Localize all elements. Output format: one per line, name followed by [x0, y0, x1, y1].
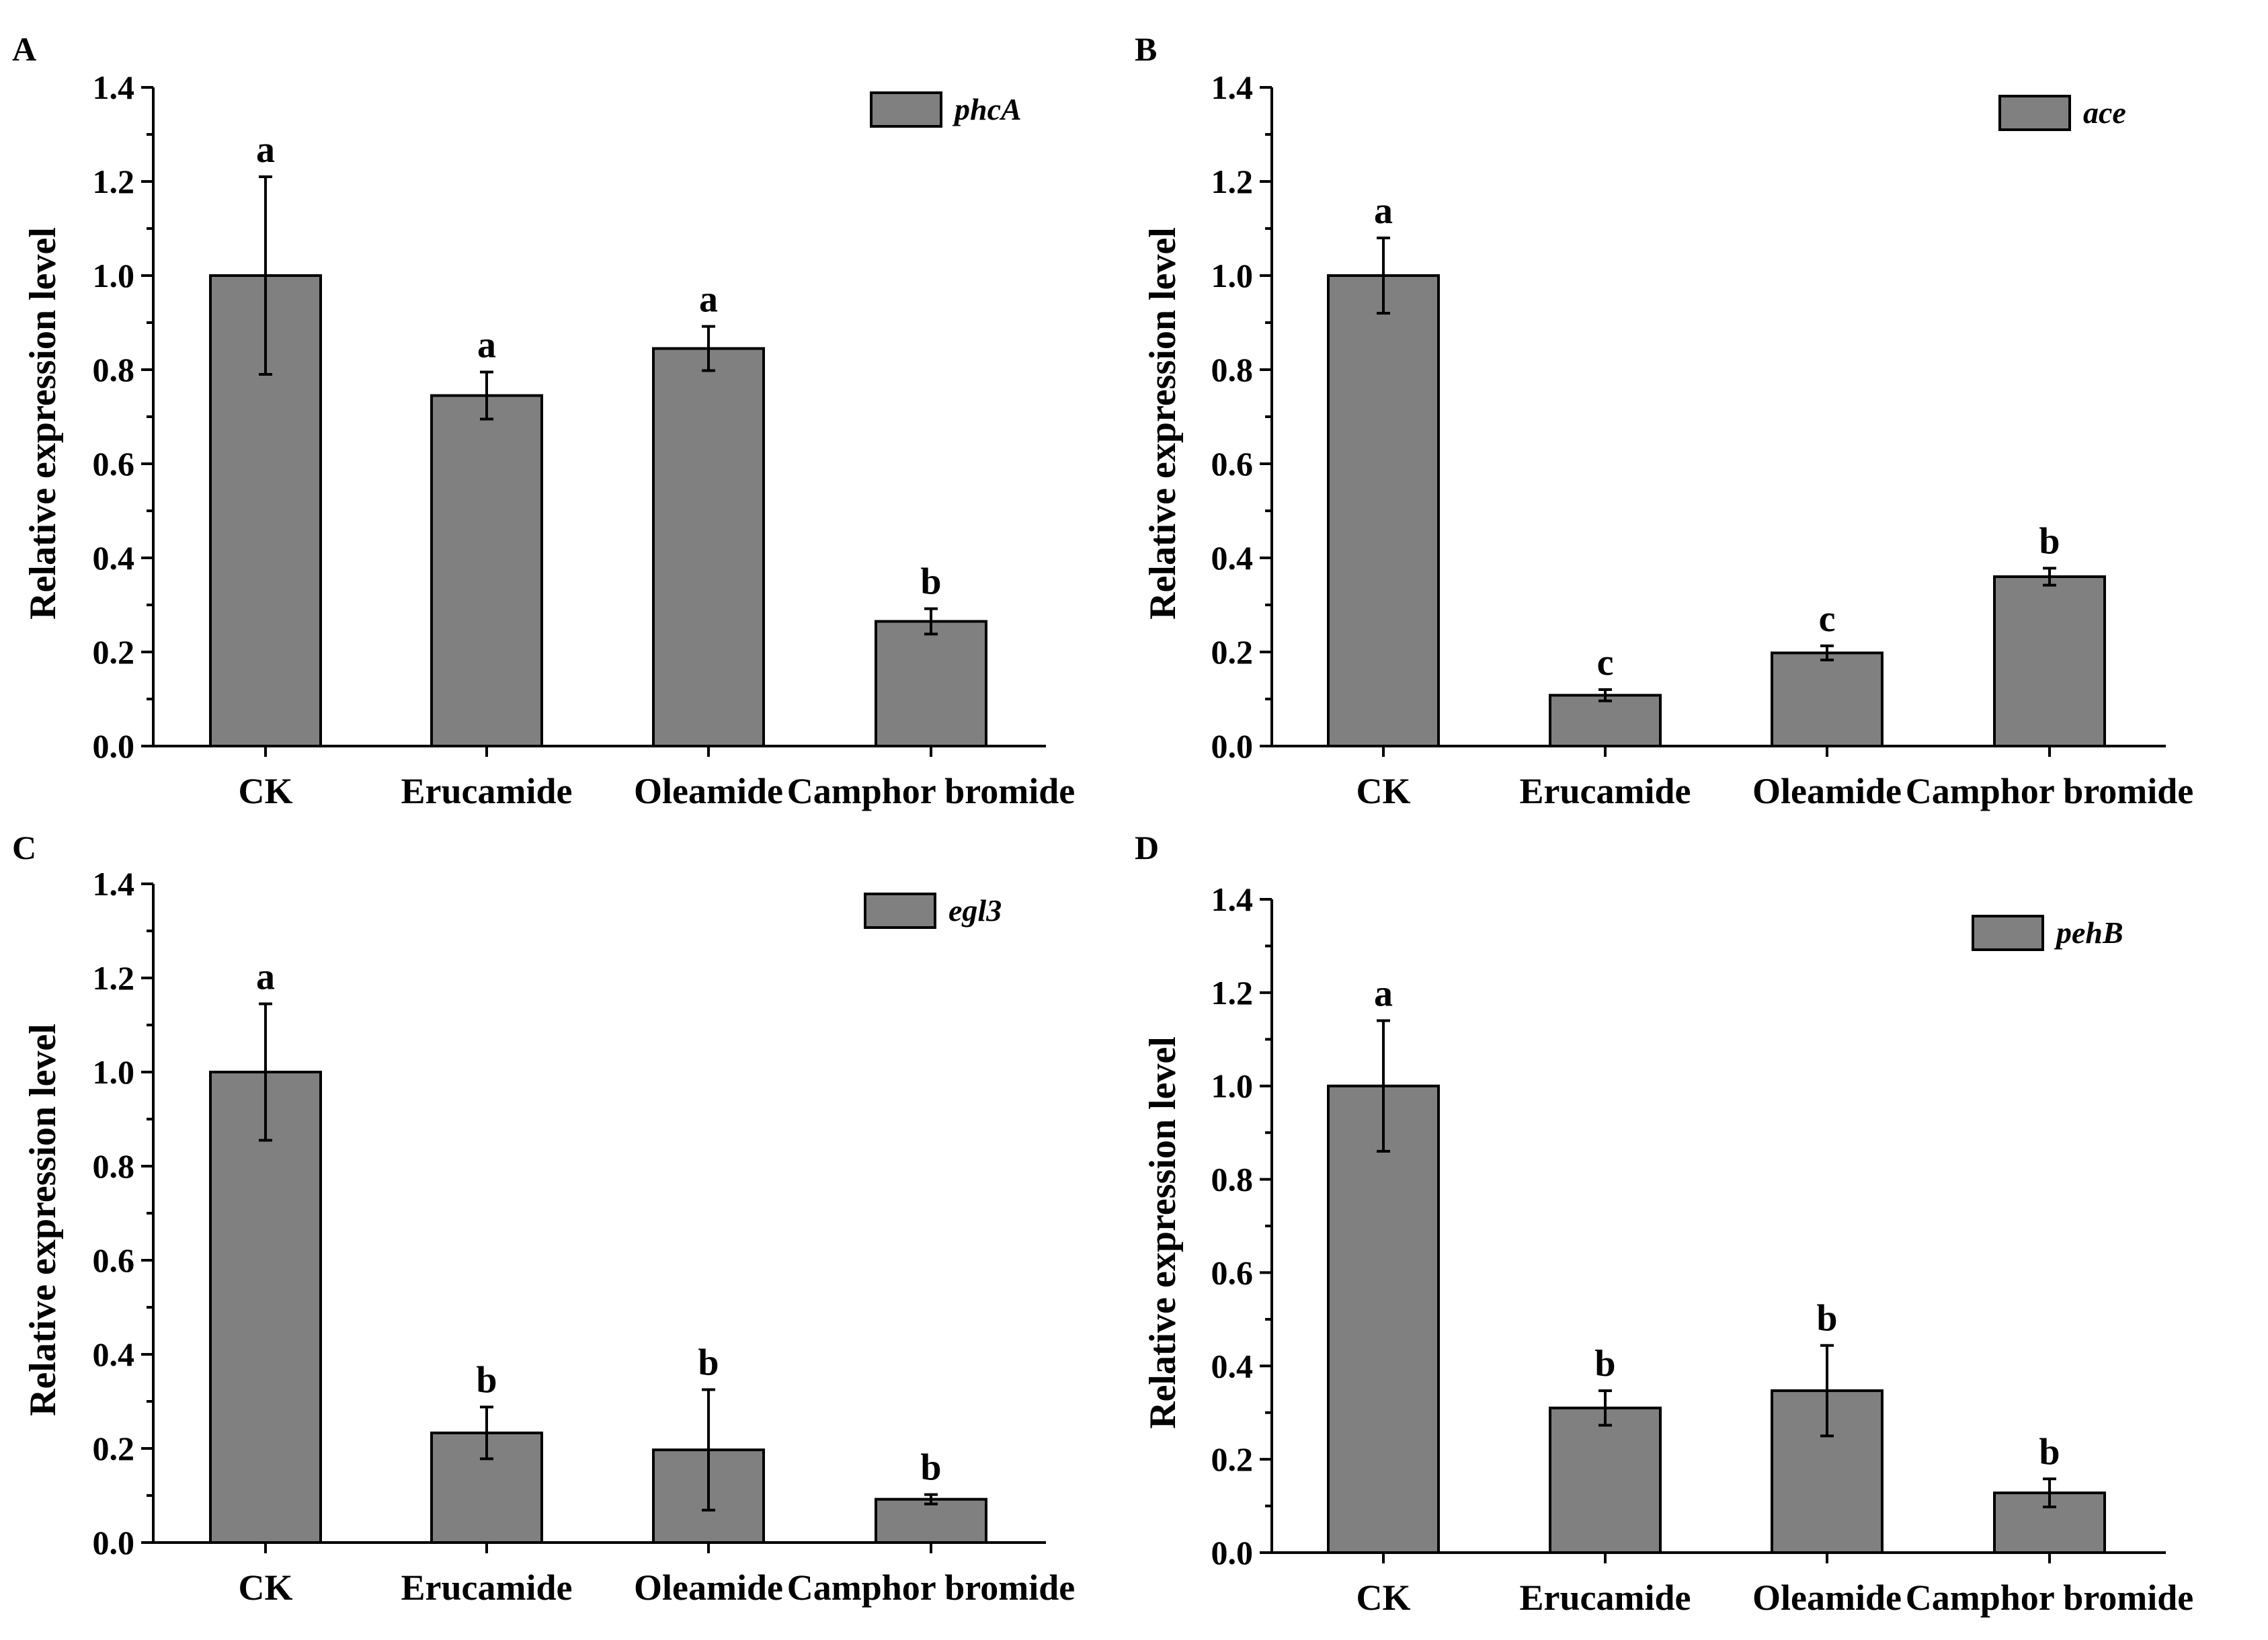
significance-label: a	[1374, 190, 1393, 232]
significance-label: b	[920, 1447, 941, 1489]
bar	[1993, 575, 2106, 747]
y-axis-label: Relative expression level	[1142, 227, 1184, 620]
y-tick-label: 1.0	[1211, 257, 1254, 294]
y-tick-label: 1.0	[1211, 1067, 1254, 1105]
y-tick-label: 0.8	[1211, 351, 1254, 388]
legend-swatch	[864, 893, 936, 929]
y-tick-label: 1.2	[1211, 163, 1254, 200]
y-tick-label: 0.8	[1211, 1161, 1254, 1198]
legend-swatch	[870, 91, 942, 128]
significance-label: b	[698, 1342, 719, 1384]
x-tick-label: CK	[239, 771, 293, 811]
x-tick-label: Erucamide	[401, 771, 573, 811]
y-tick-label: 0.4	[1211, 539, 1254, 577]
significance-label: b	[1594, 1343, 1615, 1385]
y-tick-label: 0.0	[93, 1524, 135, 1561]
y-tick-label: 1.2	[1211, 974, 1254, 1012]
legend-label: pehB	[2054, 915, 2123, 950]
significance-label: c	[1819, 598, 1836, 640]
y-tick-label: 0.4	[93, 539, 135, 577]
significance-label: b	[920, 561, 941, 603]
panel-letter: C	[12, 829, 36, 866]
y-tick-label: 1.4	[93, 865, 135, 903]
x-tick-label: Erucamide	[1520, 771, 1691, 811]
x-tick-label: Camphor bromide	[1906, 1577, 2194, 1618]
panel-letter: D	[1135, 829, 1159, 866]
y-tick-label: 0.2	[93, 633, 135, 671]
significance-label: a	[1374, 973, 1393, 1015]
significance-label: a	[477, 325, 496, 366]
legend-label: phcA	[952, 92, 1022, 126]
y-tick-label: 0.0	[93, 727, 135, 765]
bar	[1771, 651, 1884, 748]
x-tick-label: Oleamide	[634, 1567, 783, 1608]
y-tick-label: 0.4	[1211, 1347, 1254, 1385]
legend-swatch	[1972, 915, 2044, 951]
y-tick-label: 0.4	[93, 1336, 135, 1373]
x-tick-label: Erucamide	[1520, 1577, 1691, 1618]
significance-label: b	[476, 1359, 497, 1401]
y-tick-label: 0.2	[93, 1430, 135, 1467]
significance-label: b	[2039, 520, 2060, 562]
y-tick-label: 0.6	[93, 445, 135, 483]
y-tick-label: 0.2	[1211, 1440, 1254, 1478]
y-tick-label: 0.0	[1211, 1534, 1254, 1571]
chart-panel-b: B 0.0 0.2 0.4 0.6 0.8 1.0 1.2 1.4 Relative expres…	[1135, 30, 2193, 811]
legend-label: egl3	[948, 893, 1002, 928]
significance-label: b	[1816, 1298, 1837, 1340]
significance-label: c	[1597, 642, 1614, 684]
chart-panel-d: D 0.0 0.2 0.4 0.6 0.8 1.0 1.2 1.4 Relative expres…	[1135, 829, 2193, 1618]
bar	[1549, 1406, 1662, 1555]
significance-label: a	[256, 956, 275, 998]
y-axis-label: Relative expression level	[1142, 1036, 1184, 1429]
x-tick-label: Oleamide	[634, 771, 783, 811]
bar	[875, 1498, 987, 1545]
bar	[875, 620, 987, 747]
bar	[1549, 694, 1662, 748]
x-tick-label: Erucamide	[401, 1567, 573, 1608]
significance-label: b	[2039, 1431, 2060, 1473]
legend-swatch	[1998, 95, 2071, 131]
bar	[652, 347, 765, 747]
y-axis-label: Relative expression level	[22, 1024, 64, 1416]
x-tick-label: Camphor bromide	[1906, 771, 2194, 811]
y-tick-label: 1.4	[1211, 69, 1254, 106]
x-tick-label: CK	[1356, 1577, 1411, 1618]
x-tick-label: Oleamide	[1752, 1577, 1902, 1618]
x-tick-label: Oleamide	[1752, 771, 1902, 811]
x-tick-label: CK	[239, 1567, 293, 1608]
bar	[430, 394, 543, 747]
y-tick-label: 1.0	[93, 1053, 135, 1091]
significance-label: a	[256, 129, 275, 171]
x-tick-label: CK	[1356, 771, 1411, 811]
x-tick-label: Camphor bromide	[787, 771, 1076, 811]
bar	[1327, 274, 1440, 747]
chart-panel-a: A 0.0 0.2 0.4 0.6 0.8 1.0 1.2 1.4 Relative expres…	[12, 30, 1075, 811]
y-tick-label: 0.8	[93, 351, 135, 388]
panel-letter: B	[1135, 30, 1157, 68]
y-tick-label: 0.0	[1211, 727, 1254, 765]
y-axis-label: Relative expression level	[22, 227, 64, 620]
y-tick-label: 0.6	[93, 1241, 135, 1279]
y-tick-label: 1.4	[1211, 880, 1254, 918]
y-tick-label: 0.6	[1211, 1254, 1254, 1291]
bar	[209, 1071, 322, 1544]
significance-label: a	[699, 279, 718, 321]
y-tick-label: 1.2	[93, 163, 135, 200]
legend-label: ace	[2083, 95, 2126, 130]
y-tick-label: 0.8	[93, 1147, 135, 1185]
x-tick-label: Camphor bromide	[787, 1567, 1076, 1608]
y-tick-label: 1.0	[93, 257, 135, 294]
y-tick-label: 0.2	[1211, 633, 1254, 671]
chart-panel-c: C 0.0 0.2 0.4 0.6 0.8 1.0 1.2 1.4 Relative expres…	[12, 829, 1075, 1608]
y-tick-label: 1.2	[93, 959, 135, 997]
y-tick-label: 0.6	[1211, 445, 1254, 483]
bar	[1327, 1084, 1440, 1554]
panel-letter: A	[12, 30, 36, 68]
y-tick-label: 1.4	[93, 69, 135, 106]
